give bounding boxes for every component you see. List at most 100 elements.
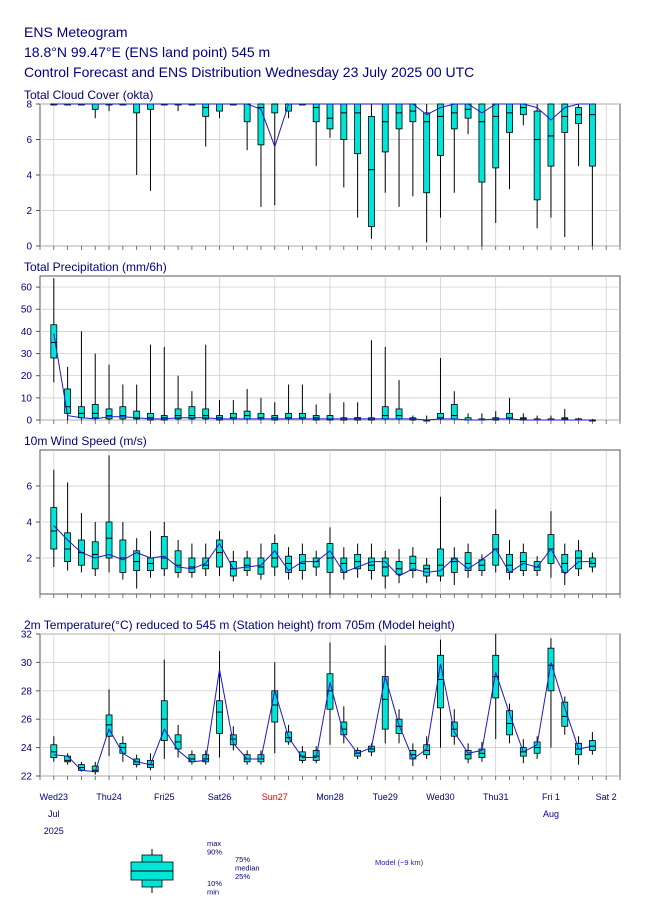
ens-box	[271, 662, 279, 754]
ens-box	[298, 384, 306, 420]
ens-box	[575, 540, 582, 576]
ens-quartile-box	[202, 408, 210, 420]
ens-quartile-box	[243, 410, 251, 420]
ens-box	[437, 103, 444, 218]
ens-box	[64, 366, 72, 420]
y-tick-label: 28	[21, 686, 33, 697]
ens-quartile-box	[450, 404, 458, 420]
legend	[130, 849, 174, 893]
ens-quartile-box	[450, 103, 458, 130]
ens-box	[326, 393, 334, 421]
ens-quartile-box	[437, 103, 444, 156]
ens-quartile-box	[133, 550, 141, 571]
ens-quartile-box	[423, 112, 431, 194]
ens-box	[423, 558, 431, 584]
y-tick-label: 20	[21, 371, 33, 382]
ens-box	[588, 552, 596, 573]
ens-box	[519, 103, 527, 126]
ens-quartile-box	[91, 404, 99, 419]
ens-box	[229, 400, 237, 420]
ens-quartile-box	[395, 103, 403, 130]
legend-line: 90%	[207, 848, 222, 857]
ens-box	[533, 104, 541, 229]
ens-box	[91, 522, 99, 576]
y-tick-label: 10	[21, 393, 33, 404]
ens-box	[271, 103, 279, 206]
ens-box	[147, 103, 154, 191]
legend-line: min	[207, 888, 219, 897]
ens-quartile-box	[174, 408, 182, 420]
ens-quartile-box	[271, 543, 279, 568]
ens-box	[368, 104, 375, 239]
ens-box	[381, 645, 389, 744]
ens-box	[229, 550, 237, 582]
ens-quartile-box	[202, 103, 210, 117]
ens-quartile-box	[478, 103, 486, 183]
ens-box	[216, 651, 223, 758]
day-label: Wed30	[426, 792, 454, 802]
ens-quartile-box	[368, 557, 375, 572]
legend-line: 10%	[207, 879, 222, 888]
panel-title-1: Total Precipitation (mm/6h)	[24, 260, 167, 274]
y-tick-label: 6	[26, 135, 32, 146]
legend-line: 75%	[235, 855, 250, 864]
ens-quartile-box	[340, 557, 348, 573]
ens-box	[547, 103, 555, 218]
legend-min10-label: 10% min	[207, 879, 222, 897]
day-label: Wed23	[40, 792, 68, 802]
ens-box	[464, 413, 472, 421]
ens-box	[547, 415, 555, 421]
ens-quartile-box	[271, 103, 279, 114]
ens-quartile-box	[326, 673, 334, 710]
ens-box	[381, 103, 389, 193]
y-tick-label: 40	[21, 327, 33, 338]
ens-box	[133, 538, 141, 589]
ens-box	[533, 736, 541, 759]
ens-quartile-box	[188, 754, 196, 763]
meteogram-title: ENS Meteogram	[24, 24, 128, 40]
ens-quartile-box	[257, 557, 265, 575]
ens-box	[174, 103, 182, 112]
ens-box	[160, 522, 168, 576]
day-label: Sat26	[208, 792, 232, 802]
ens-box	[506, 703, 513, 744]
ens-box	[105, 364, 113, 420]
ens-quartile-box	[229, 734, 237, 746]
ens-quartile-box	[368, 116, 375, 227]
model-line	[53, 525, 593, 577]
ens-box	[312, 103, 320, 167]
ens-quartile-box	[561, 701, 569, 727]
y-tick-label: 2	[26, 206, 32, 217]
ens-box	[561, 696, 569, 735]
ens-quartile-box	[147, 557, 154, 572]
ens-box	[326, 103, 334, 138]
ens-quartile-box	[437, 548, 444, 577]
y-tick-label: 26	[21, 715, 33, 726]
ens-quartile-box	[437, 654, 444, 709]
ens-box	[437, 357, 444, 420]
ens-box	[464, 103, 472, 135]
ens-box	[492, 509, 500, 573]
ens-box	[160, 346, 168, 421]
ens-box	[202, 103, 210, 147]
ens-quartile-box	[561, 103, 569, 133]
ens-box	[492, 103, 500, 223]
ens-box	[160, 659, 168, 759]
ens-box	[533, 415, 541, 421]
ens-box	[188, 391, 196, 420]
ens-quartile-box	[298, 554, 306, 572]
day-label: Sat 2	[596, 792, 617, 802]
ens-box	[312, 550, 320, 576]
ens-box	[285, 384, 292, 420]
day-label: Fri 1	[542, 792, 560, 802]
ens-box	[478, 103, 486, 246]
y-tick-label: 4	[26, 171, 32, 182]
ens-quartile-box	[105, 714, 113, 737]
ens-quartile-box	[588, 103, 596, 167]
y-tick-label: 30	[21, 658, 33, 669]
ens-box	[285, 547, 292, 580]
ens-quartile-box	[119, 742, 127, 754]
ens-quartile-box	[50, 324, 58, 359]
ens-quartile-box	[312, 103, 320, 123]
ens-box	[547, 638, 555, 748]
